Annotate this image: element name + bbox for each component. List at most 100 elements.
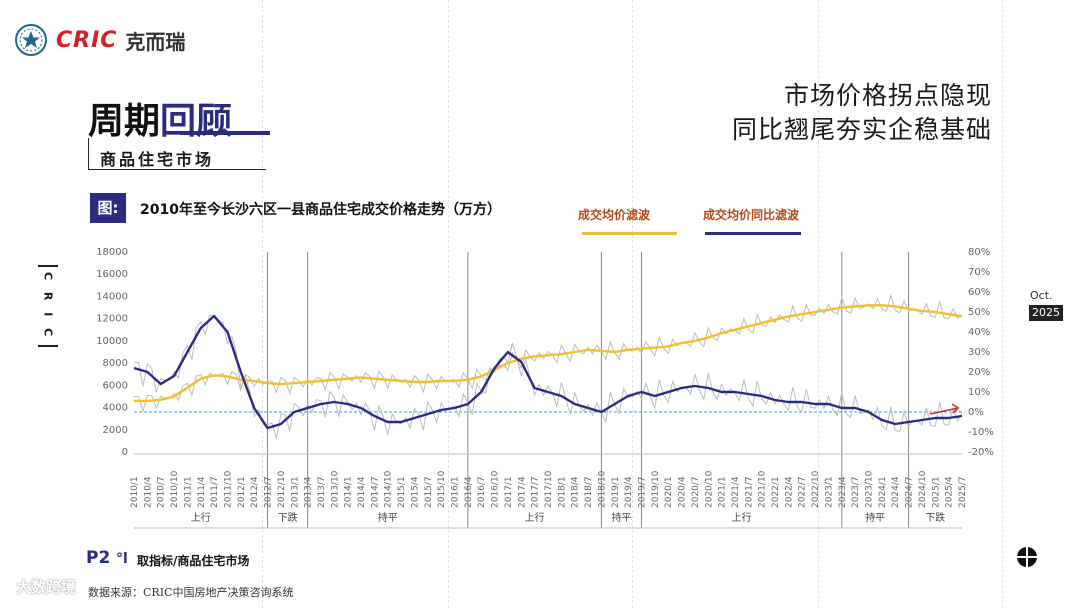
y-right-tick: 80%	[968, 247, 990, 258]
x-tick: 2017/4	[517, 476, 527, 508]
x-tick: 2014/1	[344, 476, 354, 508]
section-subtitle: 商品住宅市场	[100, 150, 215, 169]
x-tick: 2015/4	[410, 476, 420, 508]
x-tick: 2018/7	[584, 476, 594, 508]
x-tick: 2021/1	[718, 476, 728, 508]
x-tick: 2021/7	[744, 476, 754, 508]
x-tick: 2014/4	[357, 476, 367, 508]
y-right-tick: 0%	[968, 407, 984, 418]
x-tick: 2016/10	[491, 470, 501, 508]
x-tick: 2022/7	[798, 476, 808, 508]
x-tick: 2016/4	[464, 476, 474, 508]
x-tick: 2019/1	[611, 476, 621, 508]
phase-label: 下跌	[925, 511, 945, 524]
x-tick: 2013/7	[317, 476, 327, 508]
data-source: 数据来源：CRIC中国房地产决策咨询系统	[88, 586, 294, 599]
x-tick: 2020/1	[664, 476, 674, 508]
y-right-tick: 20%	[968, 367, 990, 378]
x-tick: 2010/10	[170, 470, 180, 508]
phase-label: 上行	[525, 511, 545, 524]
x-tick: 2017/1	[504, 476, 514, 508]
y-left-tick: 16000	[96, 269, 128, 280]
brand-name-cn: 克而瑞	[125, 29, 186, 54]
brand-cric: CRIC	[56, 27, 118, 53]
price-raw-line	[133, 293, 963, 414]
side-brand-label: C R I C	[38, 265, 58, 347]
x-tick: 2023/7	[851, 476, 861, 508]
x-tick: 2014/10	[384, 470, 394, 508]
x-tick: 2019/7	[637, 476, 647, 508]
x-tick: 2015/10	[437, 470, 447, 508]
title-accent-bar	[180, 131, 270, 135]
x-tick: 2025/1	[931, 476, 941, 508]
legend-yoy: 成交均价同比滤波	[703, 208, 800, 222]
x-tick: 2022/1	[771, 476, 781, 508]
y-right-tick: 50%	[968, 307, 990, 318]
x-tick: 2016/1	[451, 476, 461, 508]
x-tick: 2014/7	[370, 476, 380, 508]
y-right-tick: 70%	[968, 267, 990, 278]
bg-divider	[262, 0, 263, 608]
y-left-tick: 4000	[103, 403, 128, 414]
title-frame-line	[88, 138, 89, 170]
y-right-tick: -20%	[968, 447, 994, 458]
legend-price: 成交均价滤波	[578, 208, 651, 222]
x-tick: 2015/7	[424, 476, 434, 508]
x-tick: 2018/1	[557, 476, 567, 508]
x-tick: 2020/4	[678, 476, 688, 508]
x-tick: 2010/4	[143, 476, 153, 508]
x-tick: 2012/7	[264, 476, 274, 508]
y-left-tick: 18000	[96, 247, 128, 258]
x-tick: 2016/7	[477, 476, 487, 508]
phase-label: 上行	[732, 511, 752, 524]
x-tick: 2013/10	[330, 470, 340, 508]
legend-price-swatch	[582, 232, 677, 235]
y-left-tick: 12000	[96, 314, 128, 325]
headline-line-1: 市场价格拐点隐现	[783, 81, 992, 110]
section-title: 周期回顾	[88, 92, 232, 144]
x-tick: 2010/1	[130, 476, 140, 508]
brand-logo: CRIC 克而瑞	[14, 22, 185, 58]
x-tick: 2011/1	[183, 476, 193, 508]
x-tick: 2013/4	[304, 476, 314, 508]
x-tick: 2021/4	[731, 476, 741, 508]
x-tick: 2025/4	[945, 476, 955, 508]
trend-arrow-icon	[929, 403, 960, 415]
yoy-raw-line	[133, 314, 963, 439]
x-tick: 2017/7	[531, 476, 541, 508]
y-left-tick: 6000	[103, 380, 128, 391]
x-tick: 2018/10	[597, 470, 607, 508]
phase-label: 持平	[378, 511, 398, 524]
page-number: P2	[86, 548, 111, 568]
x-tick: 2019/10	[651, 470, 661, 508]
page-marker-icon: °l	[116, 551, 128, 567]
y-right-tick: 40%	[968, 327, 990, 338]
title-frame-line	[88, 169, 266, 170]
phase-label: 上行	[191, 511, 211, 524]
y-right-tick: -10%	[968, 427, 994, 438]
y-right-tick: 30%	[968, 347, 990, 358]
x-tick: 2021/10	[758, 470, 768, 508]
section-title-part1: 周期	[88, 101, 161, 142]
date-year-badge: 2025	[1029, 305, 1063, 321]
y-left-tick: 14000	[96, 291, 128, 302]
date-month: Oct.	[1030, 289, 1053, 302]
x-tick: 2024/4	[891, 476, 901, 508]
x-tick: 2024/7	[905, 476, 915, 508]
x-tick: 2012/10	[277, 470, 287, 508]
y-left-tick: 0	[122, 447, 128, 458]
x-tick: 2018/4	[571, 476, 581, 508]
series-line-1	[133, 314, 963, 430]
x-tick: 2015/1	[397, 476, 407, 508]
y-left-tick: 2000	[103, 425, 128, 436]
x-tick: 2022/4	[784, 476, 794, 508]
x-tick: 2020/10	[704, 470, 714, 508]
watermark: 大数跨境	[16, 578, 77, 596]
bg-divider	[448, 0, 449, 608]
cric-emblem-icon	[15, 24, 47, 56]
phase-label: 持平	[611, 511, 631, 524]
phase-label: 下跌	[278, 511, 298, 524]
x-tick: 2011/10	[223, 470, 233, 508]
x-tick: 2010/7	[157, 476, 167, 508]
